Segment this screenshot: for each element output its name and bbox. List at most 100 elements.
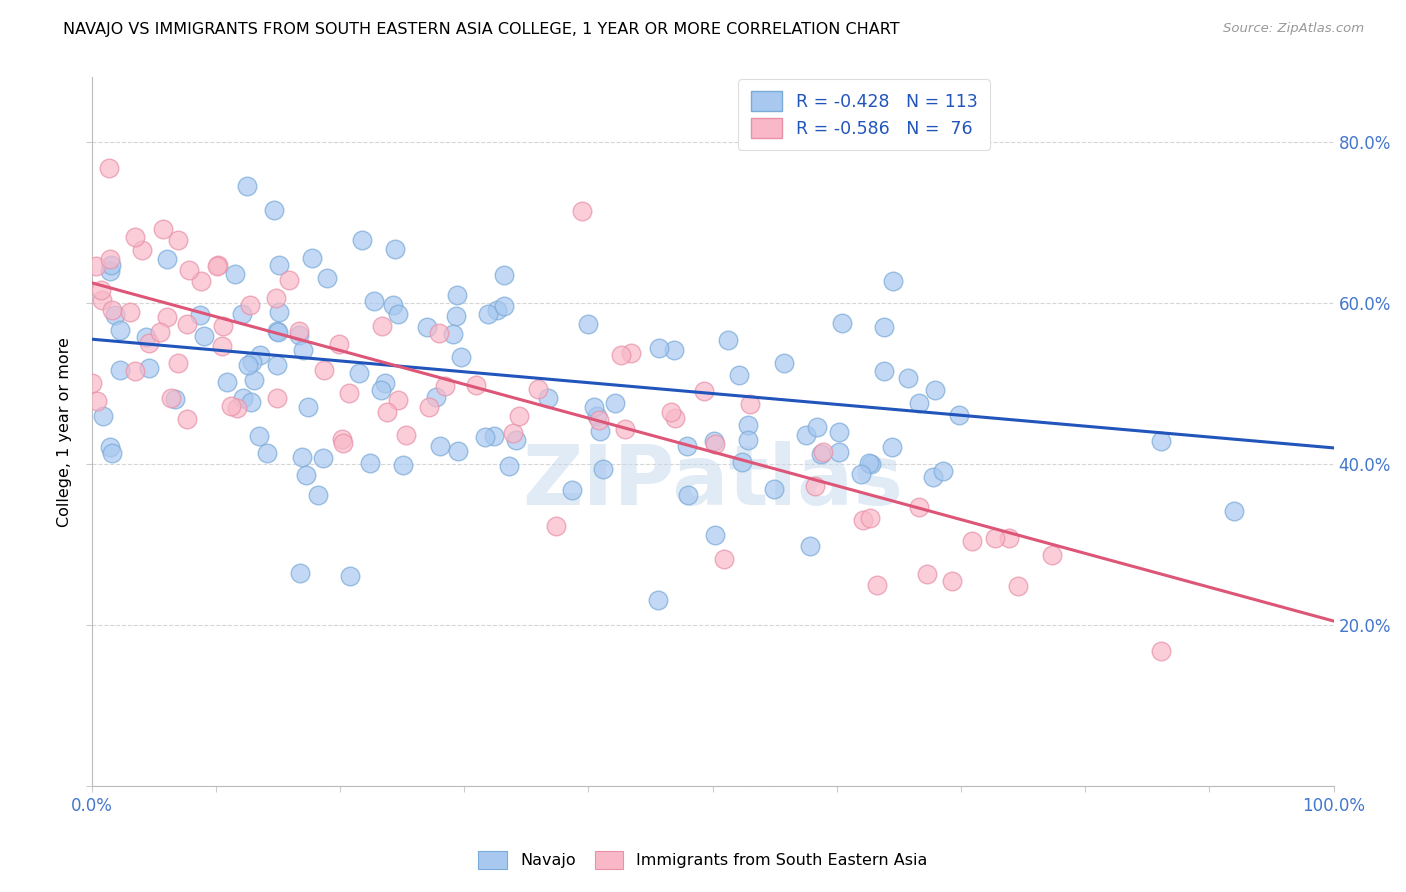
Point (80, 376, 103, 391)
Point (86, 394, 108, 409)
Point (443, 327, 465, 342)
Point (163, 392, 186, 406)
Point (98, 264, 121, 278)
Point (866, 578, 889, 592)
Point (492, 268, 515, 282)
Point (193, 328, 215, 343)
Point (571, 203, 593, 218)
Point (948, 408, 970, 422)
Point (337, 385, 360, 400)
Point (763, 482, 786, 496)
Point (307, 488, 329, 502)
Point (312, 450, 335, 465)
Point (124, 230, 146, 244)
Point (91, 409, 114, 423)
Point (231, 307, 253, 321)
Point (211, 339, 233, 353)
Point (374, 376, 396, 391)
Point (849, 467, 872, 481)
Point (176, 317, 198, 331)
Point (156, 252, 179, 266)
Point (219, 399, 242, 413)
Point (858, 456, 880, 470)
Point (932, 464, 955, 478)
Point (589, 425, 612, 439)
Point (897, 371, 920, 385)
Point (603, 395, 626, 409)
Point (502, 425, 524, 440)
Point (803, 479, 825, 493)
Point (347, 367, 370, 381)
Point (585, 409, 607, 423)
Point (659, 405, 682, 419)
Point (917, 567, 939, 582)
Point (427, 326, 450, 340)
Point (444, 309, 467, 323)
Point (287, 325, 309, 339)
Point (224, 267, 246, 281)
Point (98, 440, 121, 454)
Point (226, 401, 249, 415)
Point (941, 574, 963, 589)
Point (576, 317, 599, 331)
Point (381, 298, 404, 312)
Point (508, 409, 530, 424)
Point (350, 234, 373, 248)
Point (330, 432, 353, 446)
Point (433, 379, 456, 393)
Point (908, 500, 931, 515)
Point (609, 348, 631, 362)
Point (1007, 579, 1029, 593)
Point (288, 566, 311, 581)
Point (692, 384, 714, 399)
Point (703, 527, 725, 541)
Text: NAVAJO VS IMMIGRANTS FROM SOUTH EASTERN ASIA COLLEGE, 1 YEAR OR MORE CORRELATION: NAVAJO VS IMMIGRANTS FROM SOUTH EASTERN … (63, 22, 900, 37)
Point (450, 350, 472, 364)
Point (704, 436, 727, 450)
Point (232, 392, 254, 406)
Point (852, 512, 875, 526)
Point (269, 305, 291, 319)
Point (101, 303, 124, 318)
Point (678, 488, 700, 502)
Point (247, 428, 270, 442)
Point (152, 222, 174, 236)
Point (384, 242, 406, 256)
Point (794, 427, 817, 442)
Point (924, 384, 946, 398)
Point (118, 305, 141, 319)
Point (295, 468, 318, 483)
Point (806, 420, 828, 434)
Point (266, 392, 288, 406)
Text: ZIPatlas: ZIPatlas (522, 441, 903, 522)
Point (332, 436, 354, 450)
Point (582, 400, 605, 414)
Point (446, 288, 468, 302)
Point (108, 363, 131, 377)
Point (960, 534, 983, 549)
Point (98, 252, 121, 267)
Point (810, 447, 832, 461)
Point (138, 361, 160, 376)
Point (664, 410, 686, 425)
Point (149, 326, 172, 340)
Point (737, 433, 759, 447)
Point (873, 320, 896, 334)
Point (131, 244, 153, 258)
Point (236, 359, 259, 373)
Point (249, 348, 271, 362)
Point (108, 323, 131, 337)
Point (730, 454, 752, 468)
Point (620, 346, 643, 360)
Point (492, 299, 515, 313)
Point (138, 335, 160, 350)
Point (267, 258, 290, 272)
Point (267, 325, 290, 339)
Legend: R = -0.428   N = 113, R = -0.586   N =  76: R = -0.428 N = 113, R = -0.586 N = 76 (738, 79, 990, 151)
Point (387, 307, 409, 321)
Point (425, 390, 447, 404)
Point (614, 422, 637, 436)
Point (498, 458, 520, 473)
Point (207, 260, 229, 274)
Point (101, 446, 124, 460)
